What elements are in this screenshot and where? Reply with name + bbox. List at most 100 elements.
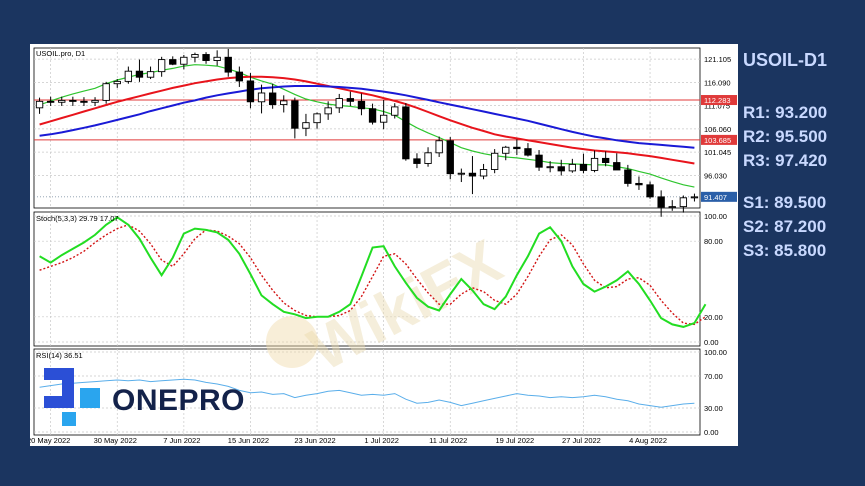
level-badge [701, 134, 737, 145]
x-tick-label: 15 Jun 2022 [228, 436, 269, 445]
candle-body [368, 108, 377, 123]
candle-body [435, 140, 443, 154]
candle-body [668, 206, 676, 209]
candle-body [124, 70, 133, 82]
stoch-tick-label: 100.00 [704, 212, 727, 221]
level-label: 112.283 [704, 96, 731, 105]
candle-body [313, 113, 321, 124]
candle-body [224, 56, 232, 73]
stoch-tick-label: 0.00 [704, 338, 719, 347]
pane-frame-2 [33, 348, 701, 436]
price-tick-label: 121.105 [704, 55, 731, 64]
candle-body [402, 106, 410, 160]
candle-body [91, 99, 99, 103]
candle-body [613, 162, 621, 171]
candle-body [546, 166, 554, 169]
support-3: S3: 85.800 [743, 241, 827, 260]
logo-text: ONEPRO [112, 384, 246, 417]
stoch-tick-label: 80.00 [704, 237, 723, 246]
candle-body [468, 172, 477, 177]
ma-line-2 [39, 85, 695, 149]
candle-body [80, 100, 88, 103]
x-tick-label: 1 Jul 2022 [364, 436, 399, 445]
symbol-title: USOIL-D1 [743, 50, 828, 70]
candle-body [357, 100, 366, 110]
stoch-k-line [39, 216, 707, 328]
candle-body [35, 100, 44, 109]
candle-body [413, 158, 421, 164]
pane-frame-1 [33, 211, 701, 347]
level-badge [701, 95, 737, 106]
stoch-d-line [39, 224, 706, 326]
chart-panel: 20 May 2022 30 May 2022 7 Jun 2022 15 Jun 2… [30, 44, 738, 446]
candle-body [102, 83, 110, 101]
candle-body [657, 196, 665, 208]
candle-body [479, 169, 488, 177]
price-pane-title: USOIL.pro, D1 [36, 49, 85, 58]
x-tick-label: 4 Aug 2022 [629, 436, 667, 445]
support-1: S1: 89.500 [743, 193, 827, 212]
watermark-emblem [266, 316, 318, 368]
candle-body [457, 172, 466, 175]
candle-body [679, 197, 688, 208]
candle-body [268, 92, 277, 106]
candle-body [58, 99, 66, 103]
candle-body [113, 80, 121, 85]
candle-body [235, 71, 244, 82]
candle-body [635, 182, 643, 186]
candle-body [302, 122, 310, 129]
price-tick-label: 111.075 [704, 102, 730, 111]
candle-body [169, 59, 177, 65]
resistance-2: R2: 95.500 [743, 127, 828, 146]
candle-body [346, 98, 355, 102]
candle-body [335, 98, 343, 109]
level-label: 103.685 [704, 136, 731, 145]
x-tick-label: 20 May 2022 [30, 436, 70, 445]
support-2: S2: 87.200 [743, 217, 827, 236]
candle-body [490, 152, 499, 170]
candle-body [157, 59, 166, 73]
x-tick-label: 11 Jul 2022 [429, 436, 467, 445]
price-tick-label: 116.090 [704, 78, 731, 87]
candle-body [291, 100, 299, 129]
candle-body [324, 107, 332, 115]
current-price-label: 91.407 [704, 193, 727, 202]
candle-body [502, 146, 510, 154]
price-tick-label: 106.060 [704, 125, 731, 134]
rsi-pane-title: RSI(14) 36.51 [36, 351, 83, 360]
candle-body [601, 157, 610, 164]
candle-body [46, 100, 55, 103]
rsi-tick-label: 30.00 [704, 404, 723, 413]
candle-body [202, 54, 210, 61]
ma-line-1 [39, 75, 695, 165]
price-tick-label: 96.030 [704, 171, 727, 180]
candle-body [191, 54, 199, 58]
rsi-tick-label: 70.00 [704, 372, 723, 381]
rsi-line [39, 378, 695, 408]
rsi-tick-label: 100.00 [704, 348, 727, 357]
candle-body [535, 154, 543, 168]
candle-body [391, 106, 399, 116]
candle-body [446, 140, 454, 175]
resistance-3: R3: 97.420 [743, 151, 828, 170]
levels-panel: USOIL-D1 R1: 93.200 R2: 95.500 R3: 97.42… [743, 50, 863, 263]
resistance-1: R1: 93.200 [743, 103, 828, 122]
candle-body [246, 80, 255, 103]
pane-frame-0 [33, 47, 701, 209]
candle-body [424, 152, 432, 164]
candle-body [513, 146, 521, 150]
x-tick-label: 19 Jul 2022 [495, 436, 534, 445]
candle-body [257, 92, 266, 103]
onepro-logo: ONEPRO [42, 366, 252, 428]
stoch-tick-label: 20.00 [704, 313, 723, 322]
candle-body [69, 99, 77, 102]
candle-body [557, 166, 565, 172]
candle-body [135, 70, 144, 78]
candle-body [646, 184, 654, 198]
candle-body [568, 163, 577, 172]
chart-svg: 20 May 2022 30 May 2022 7 Jun 2022 15 Jun 2… [30, 47, 737, 445]
current-price-badge [701, 191, 737, 202]
candle-body [579, 163, 588, 171]
x-tick-label: 23 Jun 2022 [294, 436, 335, 445]
x-tick-label: 27 Jul 2022 [562, 436, 601, 445]
